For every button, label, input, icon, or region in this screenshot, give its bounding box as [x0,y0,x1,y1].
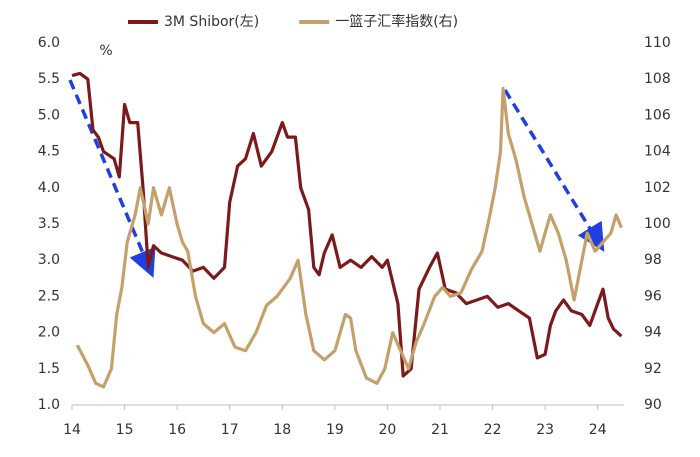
y-tick-label: 1.0 [38,397,60,413]
y2-tick-label: 96 [644,288,662,304]
line-series [75,86,623,389]
y2-tick-label: 102 [644,180,671,196]
y-unit-label: % [99,43,112,59]
x-tick-label: 21 [431,422,449,438]
line-series [71,71,623,378]
y2-tick-label: 108 [644,71,671,87]
y-tick-label: 1.5 [38,361,60,377]
y2-tick-label: 90 [644,397,662,413]
y2-tick-label: 94 [644,325,662,341]
x-tick-label: 14 [63,422,81,438]
y-tick-label: 4.0 [38,180,60,196]
y-tick-label: 2.0 [38,325,60,341]
x-tick-label: 19 [326,422,344,438]
y-tick-label: 3.5 [38,216,60,232]
y2-tick-label: 104 [644,144,671,160]
y2-tick-label: 100 [644,216,671,232]
x-tick-label: 23 [536,422,554,438]
y2-tick-label: 110 [644,35,671,51]
legend-label: 一篮子汇率指数(右) [335,13,458,30]
annotation-arrow [68,79,156,278]
y-tick-label: 5.5 [38,71,60,87]
y-tick-label: 4.5 [38,144,60,160]
x-tick-label: 16 [168,422,186,438]
annotation-arrow [503,89,605,252]
x-tick-label: 22 [484,422,502,438]
x-tick-label: 15 [116,422,134,438]
y-tick-label: 5.0 [38,107,60,123]
x-tick-label: 20 [379,422,397,438]
y-tick-label: 6.0 [38,35,60,51]
y-tick-label: 2.5 [38,288,60,304]
x-tick-label: 18 [273,422,291,438]
y2-tick-label: 98 [644,252,662,268]
y2-tick-label: 92 [644,361,662,377]
y-tick-label: 3.0 [38,252,60,268]
x-tick-label: 17 [221,422,239,438]
x-tick-label: 24 [589,422,607,438]
y2-tick-label: 106 [644,107,671,123]
legend-label: 3M Shibor(左) [164,14,259,30]
